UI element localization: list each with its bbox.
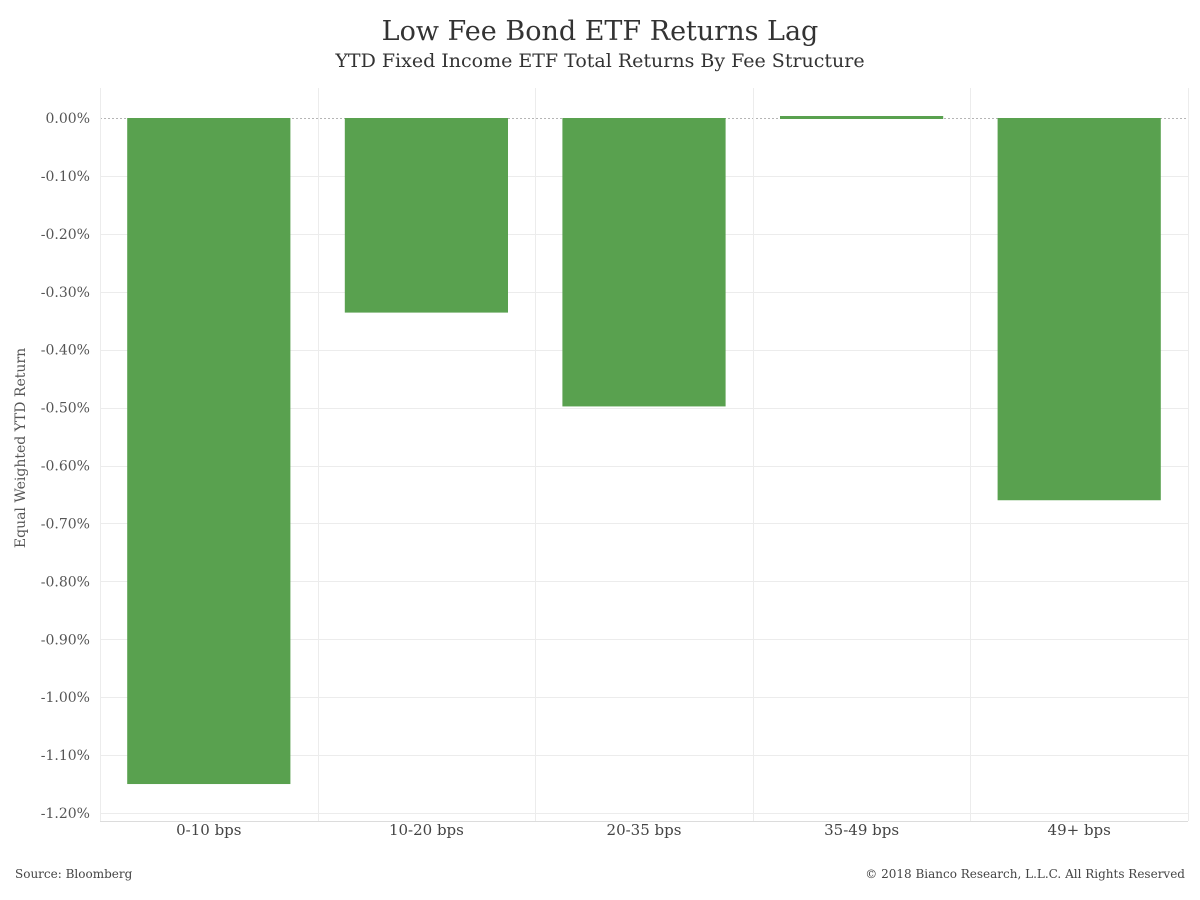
x-category-label: 20-35 bps <box>607 821 682 839</box>
y-tick-label: -0.30% <box>41 285 90 301</box>
x-category-label: 0-10 bps <box>176 821 241 839</box>
y-tick-label: -0.10% <box>41 169 90 185</box>
y-tick-label: -1.10% <box>41 748 90 764</box>
bar-0-10-bps <box>127 118 291 785</box>
bar-10-20-bps <box>344 118 508 313</box>
y-tick-label: -0.40% <box>41 343 90 359</box>
y-tick-label: -0.50% <box>41 401 90 417</box>
bar-35-49-bps <box>780 116 944 119</box>
y-tick-label: -0.60% <box>41 459 90 475</box>
y-tick-label: 0.00% <box>46 111 90 127</box>
x-category-label: 35-49 bps <box>824 821 899 839</box>
bars <box>127 116 1161 785</box>
x-axis-labels: 0-10 bps 10-20 bps 20-35 bps 35-49 bps 49+ b… <box>176 821 1111 839</box>
x-category-label: 49+ bps <box>1048 821 1111 839</box>
y-axis-ticks: 0.00% -0.10% -0.20% -0.30% -0.40% -0.50% -0.60… <box>41 111 90 822</box>
y-tick-label: -0.80% <box>41 574 90 590</box>
y-tick-label: -1.20% <box>41 806 90 822</box>
x-category-label: 10-20 bps <box>389 821 464 839</box>
copyright-note: © 2018 Bianco Research, L.L.C. All Right… <box>865 867 1185 881</box>
y-tick-label: -0.20% <box>41 227 90 243</box>
source-note: Source: Bloomberg <box>15 867 133 881</box>
y-tick-label: -1.00% <box>41 690 90 706</box>
chart-title: Low Fee Bond ETF Returns Lag <box>381 16 819 47</box>
y-tick-label: -0.90% <box>41 632 90 648</box>
y-tick-label: -0.70% <box>41 516 90 532</box>
bar-20-35-bps <box>562 118 726 407</box>
chart-subtitle: YTD Fixed Income ETF Total Returns By Fe… <box>335 50 865 72</box>
bar-49-bps <box>997 118 1161 501</box>
